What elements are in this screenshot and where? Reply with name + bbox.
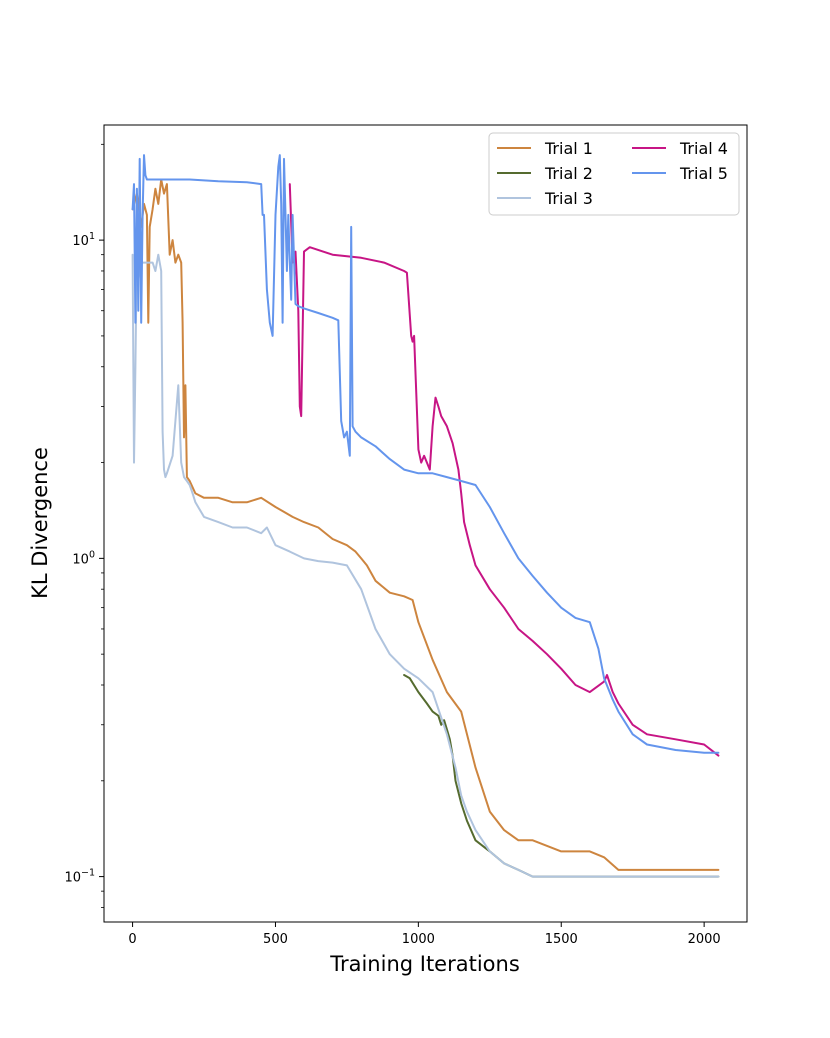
series-line-trial-3: [131, 246, 720, 878]
plot-frame: [103, 124, 748, 923]
x-tick-label: 2000: [688, 932, 721, 947]
legend-label: Trial 3: [544, 189, 593, 208]
x-axis-title: Training Iterations: [329, 952, 520, 976]
y-tick-label: 101: [72, 231, 95, 249]
legend-label: Trial 4: [679, 139, 728, 158]
x-axis: 0 500 1000 1500 2000: [128, 922, 721, 947]
legend: Trial 1 Trial 2 Trial 3 Trial 4 Trial 5: [488, 132, 740, 216]
x-tick-label: 500: [263, 932, 288, 947]
legend-box: [488, 132, 740, 216]
y-axis-title: KL Divergence: [28, 447, 52, 599]
x-tick-label: 1000: [402, 932, 435, 947]
series-layer: [131, 154, 720, 878]
legend-label: Trial 1: [544, 139, 593, 158]
y-tick-label: 10−1: [64, 868, 95, 886]
x-tick-label: 1500: [545, 932, 578, 947]
legend-label: Trial 2: [544, 164, 593, 183]
series-line-trial-1: [131, 178, 720, 871]
legend-label: Trial 5: [679, 164, 728, 183]
x-tick-label: 0: [128, 932, 136, 947]
series-line-trial-5: [131, 154, 720, 754]
y-axis: 10−1 100 101: [64, 143, 104, 908]
y-tick-label: 100: [72, 549, 95, 567]
